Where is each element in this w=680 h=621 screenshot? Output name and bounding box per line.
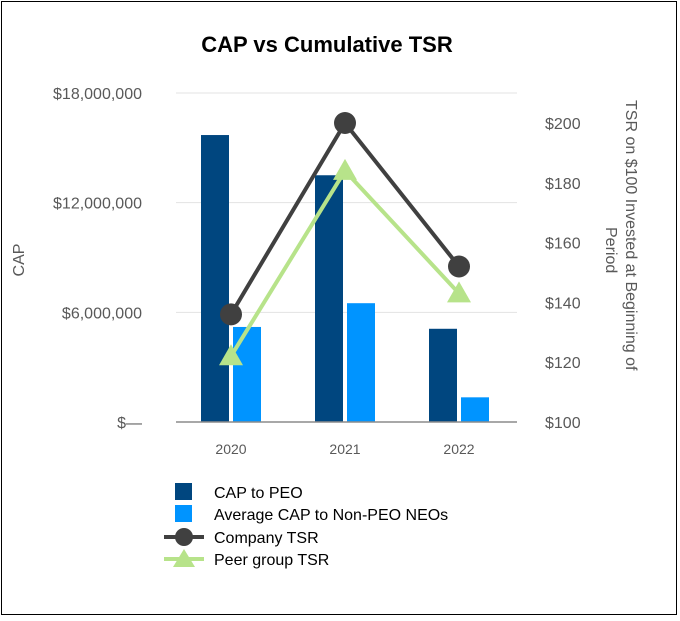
bar-cap-to-peo-2021 — [315, 175, 343, 422]
legend: CAP to PEO Average CAP to Non-PEO NEOs Com… — [164, 483, 448, 569]
peer-group-tsr-point-2021 — [333, 158, 357, 180]
x-tick-label: 2022 — [443, 441, 474, 457]
y2-tick-label: $120 — [545, 355, 581, 372]
legend-label: Peer group TSR — [214, 552, 329, 569]
legend-marker-peer-group-tsr — [173, 549, 195, 567]
bar-avg-cap-non-peo-2022 — [461, 397, 489, 422]
y2-tick-label: $200 — [545, 116, 581, 133]
y-axis-label: CAP — [11, 244, 28, 277]
bar-cap-to-peo-2020 — [201, 135, 229, 423]
chart-title: CAP vs Cumulative TSR — [201, 32, 453, 57]
y2-tick-label: $160 — [545, 236, 581, 253]
y-tick-label: $12,000,000 — [53, 196, 142, 213]
bars — [201, 135, 489, 423]
legend-label: Company TSR — [214, 530, 319, 547]
legend-swatch-cap-to-peo — [175, 483, 192, 500]
peer-group-tsr-point-2020 — [219, 344, 243, 366]
company-tsr-point-2020 — [220, 303, 242, 326]
y2-tick-label: $140 — [545, 295, 581, 312]
x-tick-label: 2020 — [215, 441, 246, 457]
y2-tick-label: $180 — [545, 176, 581, 193]
y2-tick-label: $100 — [545, 415, 581, 432]
legend-marker-company-tsr — [175, 528, 193, 546]
bar-avg-cap-non-peo-2021 — [347, 303, 375, 422]
y2-axis-label-line2: Period — [602, 227, 619, 273]
bar-cap-to-peo-2022 — [429, 328, 457, 422]
axes: $— $6,000,000 $12,000,000 $18,000,000 $100 $1… — [11, 86, 639, 457]
y2-axis-label-line1: TSR on $100 Invested at Beginning of — [622, 100, 639, 371]
y-tick-label: $6,000,000 — [62, 305, 142, 322]
x-tick-label: 2021 — [329, 441, 360, 457]
company-tsr-point-2022 — [448, 255, 470, 278]
peer-group-tsr-point-2022 — [447, 281, 471, 303]
company-tsr-line — [229, 121, 461, 316]
legend-swatch-avg-cap-non-peo — [175, 505, 192, 522]
peer-group-tsr-line — [229, 168, 461, 358]
y-tick-label: $18,000,000 — [53, 86, 142, 103]
y-tick-label: $— — [117, 415, 142, 432]
bar-avg-cap-non-peo-2020 — [233, 326, 261, 422]
legend-label: Average CAP to Non-PEO NEOs — [214, 507, 448, 524]
legend-label: CAP to PEO — [214, 485, 303, 502]
company-tsr-point-2021 — [334, 112, 356, 134]
lines — [219, 112, 471, 366]
